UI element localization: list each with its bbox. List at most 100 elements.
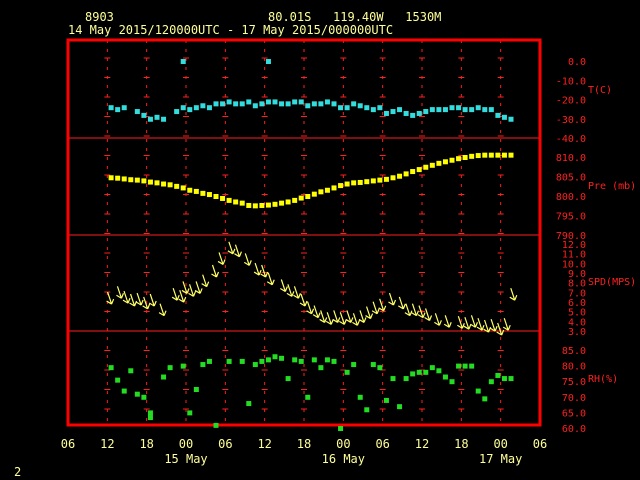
data-point-pressure xyxy=(331,185,337,191)
data-point-humidity xyxy=(462,363,468,369)
data-point-humidity xyxy=(285,376,291,382)
data-point-temperature xyxy=(318,101,324,107)
data-point-humidity xyxy=(377,365,383,371)
panel-label-temperature: T(C) xyxy=(588,85,612,96)
data-point-temperature xyxy=(495,112,501,118)
wind-arrow-path xyxy=(211,264,220,278)
data-point-temperature xyxy=(410,112,416,118)
data-point-temperature xyxy=(416,110,422,116)
data-point-temperature xyxy=(108,105,114,111)
x-tick-label: 06 xyxy=(533,437,547,451)
wind-arrow xyxy=(378,298,387,312)
data-point-humidity xyxy=(469,363,475,369)
data-point-temperature xyxy=(442,107,448,113)
wind-arrow-path xyxy=(463,317,472,330)
data-point-pressure xyxy=(252,203,258,209)
data-point-humidity xyxy=(449,379,455,385)
y-tick-label-wind: 10.0 xyxy=(562,259,586,270)
wind-arrow xyxy=(463,317,472,330)
wind-arrow-path xyxy=(299,293,308,307)
data-point-pressure xyxy=(351,180,357,186)
data-point-temperature xyxy=(213,101,219,107)
wind-arrow-path xyxy=(122,290,131,304)
data-point-pressure xyxy=(239,200,245,206)
data-point-pressure xyxy=(436,160,442,166)
wind-arrow-path xyxy=(358,310,367,323)
y-tick-label-humidity: 70.0 xyxy=(562,393,586,404)
data-point-pressure xyxy=(318,189,324,195)
y-tick-label-wind: 3.0 xyxy=(568,327,586,338)
y-tick-label-temperature: 0.0 xyxy=(568,57,586,68)
wind-arrow-path xyxy=(457,316,465,329)
data-point-temperature xyxy=(121,105,127,111)
data-point-humidity xyxy=(147,415,153,421)
wind-arrow-path xyxy=(266,272,275,286)
data-point-temperature xyxy=(351,101,357,107)
data-point-pressure xyxy=(174,183,180,189)
data-point-temperature xyxy=(265,59,271,64)
x-tick-label: 12 xyxy=(100,437,114,451)
data-point-humidity xyxy=(141,394,147,400)
x-tick-label: 00 xyxy=(179,437,193,451)
data-point-temperature xyxy=(469,107,475,113)
data-point-temperature xyxy=(200,103,206,109)
wind-arrow-path xyxy=(417,305,426,319)
wind-arrow xyxy=(470,315,479,328)
y-tick-label-humidity: 75.0 xyxy=(562,377,586,388)
data-point-temperature xyxy=(383,110,389,116)
data-point-temperature xyxy=(285,101,291,107)
wind-arrow-path xyxy=(201,274,210,288)
data-point-temperature xyxy=(482,107,488,113)
y-tick-label-wind: 9.0 xyxy=(568,269,586,280)
data-point-pressure xyxy=(423,164,429,170)
data-point-humidity xyxy=(115,377,121,383)
data-point-humidity xyxy=(357,394,363,400)
data-point-pressure xyxy=(410,169,416,175)
data-point-pressure xyxy=(397,173,403,179)
wind-arrow xyxy=(489,318,498,332)
x-tick-label: 18 xyxy=(139,437,153,451)
data-point-pressure xyxy=(501,152,507,158)
data-point-humidity xyxy=(128,368,134,374)
data-point-temperature xyxy=(462,107,468,113)
data-point-temperature xyxy=(370,107,376,113)
wind-arrow-path xyxy=(194,281,203,294)
date-label: 16 May xyxy=(322,452,365,466)
data-point-pressure xyxy=(259,202,265,208)
data-point-humidity xyxy=(383,397,389,403)
x-tick-label: 18 xyxy=(297,437,311,451)
wind-arrow xyxy=(352,313,361,326)
wind-arrow xyxy=(319,310,328,323)
wind-arrow-path xyxy=(345,310,354,323)
wind-arrow xyxy=(266,272,275,286)
y-tick-label-humidity: 80.0 xyxy=(562,362,586,373)
wind-arrow-path xyxy=(286,284,295,297)
data-point-humidity xyxy=(134,391,140,397)
station-location: 80.01S 119.40W 1530M xyxy=(268,10,442,24)
wind-arrow-path xyxy=(339,312,347,325)
wind-arrow xyxy=(411,303,420,317)
data-point-pressure xyxy=(292,197,298,203)
data-point-humidity xyxy=(187,410,193,416)
data-point-temperature xyxy=(338,105,344,111)
data-point-temperature xyxy=(357,103,363,109)
data-point-humidity xyxy=(344,369,350,375)
y-tick-label-wind: 11.0 xyxy=(562,250,586,261)
wind-arrow-path xyxy=(253,262,262,276)
data-point-temperature xyxy=(246,99,252,105)
wind-arrow xyxy=(398,296,406,310)
station-id: 8903 xyxy=(85,10,114,24)
data-point-temperature xyxy=(501,114,507,120)
wind-arrow xyxy=(306,301,315,315)
wind-arrow-path xyxy=(217,252,226,265)
wind-arrow-path xyxy=(424,308,433,322)
data-point-pressure xyxy=(370,178,376,184)
wind-arrow xyxy=(325,312,334,325)
data-point-pressure xyxy=(265,202,271,208)
data-point-humidity xyxy=(161,374,167,380)
wind-arrow xyxy=(148,293,157,307)
y-tick-label-temperature: -30.0 xyxy=(556,115,586,126)
wind-arrow xyxy=(358,310,367,323)
wind-arrow-path xyxy=(148,293,157,307)
data-point-temperature xyxy=(180,105,186,111)
